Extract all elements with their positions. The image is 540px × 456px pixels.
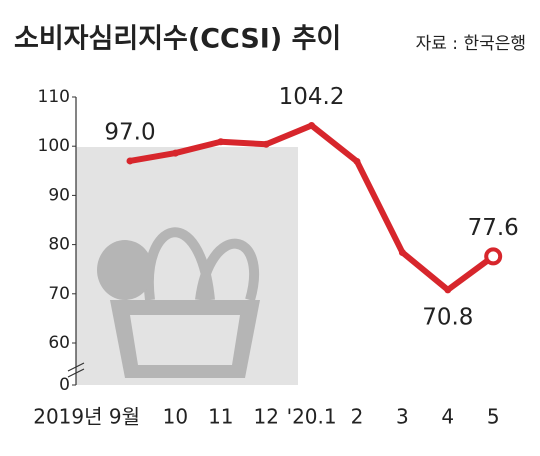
- basket-hole: [130, 315, 240, 365]
- x-tick-label: '20.1: [287, 405, 337, 429]
- x-tick-label: 2019년 9월: [33, 405, 140, 429]
- point: [353, 157, 361, 165]
- basket-illustration: [76, 147, 298, 385]
- produce: [97, 240, 153, 300]
- y-tick-label: 90: [48, 185, 70, 205]
- x-tick-label: 3: [396, 405, 409, 429]
- point: [484, 247, 503, 266]
- value-label: 104.2: [279, 84, 345, 110]
- axis-break: [67, 362, 85, 378]
- x-tick-label: 12: [253, 405, 278, 429]
- point: [171, 149, 179, 157]
- value-label: 97.0: [104, 119, 155, 145]
- y-tick-label: 80: [48, 235, 70, 255]
- y-tick-label: 70: [48, 284, 70, 304]
- y-tick-label: 100: [38, 136, 70, 156]
- point: [398, 248, 406, 256]
- source: 자료 : 한국은행: [416, 34, 526, 54]
- point: [262, 140, 270, 148]
- point: [126, 157, 134, 165]
- x-tick-label: 11: [208, 405, 233, 429]
- value-label: 70.8: [422, 304, 473, 330]
- point: [444, 286, 452, 294]
- x-tick-label: 2: [351, 405, 364, 429]
- point: [217, 138, 225, 146]
- x-tick-label: 5: [487, 405, 500, 429]
- x-tick-label: 4: [441, 405, 454, 429]
- value-label: 77.6: [468, 215, 519, 241]
- y-tick-label: 110: [38, 87, 70, 107]
- y-tick-label: 0: [59, 375, 70, 395]
- point: [308, 122, 316, 130]
- chart-title: 소비자심리지수(CCSI) 추이: [14, 24, 341, 55]
- x-tick-label: 10: [163, 405, 188, 429]
- y-tick-label: 60: [48, 333, 70, 353]
